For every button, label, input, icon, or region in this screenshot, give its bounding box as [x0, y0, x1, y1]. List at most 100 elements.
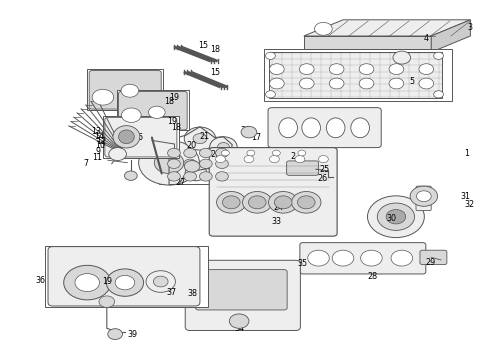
Text: 9: 9 — [96, 148, 100, 156]
Text: 36: 36 — [35, 276, 45, 284]
Circle shape — [391, 250, 413, 266]
Text: 28: 28 — [368, 272, 377, 281]
Circle shape — [295, 156, 305, 163]
FancyBboxPatch shape — [196, 270, 287, 310]
Circle shape — [434, 91, 443, 98]
Text: 29: 29 — [425, 258, 435, 266]
Circle shape — [329, 64, 344, 75]
FancyBboxPatch shape — [300, 243, 426, 274]
Circle shape — [297, 196, 315, 209]
Circle shape — [109, 148, 126, 161]
Circle shape — [299, 64, 314, 75]
Text: 19: 19 — [169, 93, 179, 102]
Polygon shape — [304, 20, 470, 36]
Circle shape — [274, 196, 292, 209]
Circle shape — [329, 78, 344, 89]
Circle shape — [106, 269, 144, 296]
Text: 22: 22 — [240, 126, 250, 135]
Circle shape — [199, 148, 212, 158]
Circle shape — [377, 203, 415, 230]
Circle shape — [308, 250, 329, 266]
Circle shape — [292, 192, 321, 213]
Circle shape — [122, 108, 141, 122]
Circle shape — [121, 84, 139, 97]
Circle shape — [184, 161, 200, 172]
Text: 19: 19 — [102, 277, 112, 286]
Circle shape — [184, 148, 196, 158]
Ellipse shape — [302, 118, 320, 138]
Text: 20: 20 — [186, 141, 196, 150]
Text: 17: 17 — [251, 133, 261, 142]
Circle shape — [361, 250, 382, 266]
FancyBboxPatch shape — [420, 250, 447, 265]
Text: 30: 30 — [386, 214, 396, 223]
Text: 38: 38 — [187, 289, 197, 298]
Circle shape — [359, 64, 374, 75]
Text: 26: 26 — [318, 174, 327, 183]
Text: 20: 20 — [211, 150, 220, 158]
Circle shape — [199, 159, 212, 168]
Circle shape — [241, 126, 257, 138]
Circle shape — [115, 275, 135, 290]
Circle shape — [218, 143, 229, 151]
Circle shape — [193, 134, 207, 144]
Circle shape — [124, 171, 137, 180]
Text: 40: 40 — [102, 300, 112, 309]
Circle shape — [393, 51, 411, 64]
Circle shape — [359, 78, 374, 89]
Circle shape — [168, 172, 180, 181]
Text: 27: 27 — [175, 178, 185, 187]
Text: 15: 15 — [198, 40, 208, 49]
Circle shape — [299, 78, 314, 89]
Circle shape — [139, 140, 199, 185]
Text: 4: 4 — [424, 34, 429, 43]
Circle shape — [75, 274, 99, 292]
FancyBboxPatch shape — [416, 186, 431, 211]
Circle shape — [154, 152, 184, 174]
Circle shape — [298, 150, 306, 156]
Ellipse shape — [113, 126, 140, 148]
Circle shape — [410, 186, 438, 206]
Circle shape — [199, 172, 212, 181]
Circle shape — [266, 91, 275, 98]
FancyBboxPatch shape — [268, 108, 381, 148]
Circle shape — [434, 52, 443, 59]
Text: 18: 18 — [172, 123, 181, 132]
Circle shape — [148, 106, 165, 118]
Text: 18: 18 — [164, 97, 174, 106]
Text: 39: 39 — [127, 330, 137, 338]
FancyBboxPatch shape — [185, 260, 300, 330]
Circle shape — [247, 150, 255, 156]
Circle shape — [216, 156, 225, 163]
FancyBboxPatch shape — [287, 161, 318, 175]
Circle shape — [222, 196, 240, 209]
Circle shape — [184, 172, 196, 181]
FancyBboxPatch shape — [209, 148, 337, 236]
Circle shape — [99, 296, 115, 307]
Text: 23: 23 — [112, 150, 122, 158]
Text: 3: 3 — [468, 23, 473, 32]
Text: 21: 21 — [200, 132, 210, 141]
Circle shape — [266, 52, 275, 59]
Text: 33: 33 — [272, 217, 282, 226]
Circle shape — [217, 192, 246, 213]
Text: 12: 12 — [97, 136, 106, 145]
Circle shape — [108, 329, 122, 339]
Circle shape — [216, 172, 228, 181]
FancyBboxPatch shape — [119, 91, 187, 130]
Polygon shape — [304, 36, 431, 52]
FancyBboxPatch shape — [48, 247, 200, 306]
Text: 24: 24 — [273, 202, 283, 211]
Circle shape — [64, 265, 111, 300]
Text: 37: 37 — [167, 288, 176, 297]
Text: 35: 35 — [298, 259, 308, 268]
Ellipse shape — [351, 118, 369, 138]
Text: 15: 15 — [211, 68, 220, 77]
Circle shape — [221, 150, 229, 156]
Text: 5: 5 — [409, 77, 414, 85]
Circle shape — [146, 271, 175, 292]
Circle shape — [184, 159, 196, 168]
Circle shape — [210, 137, 237, 157]
FancyBboxPatch shape — [117, 90, 189, 130]
FancyBboxPatch shape — [264, 49, 452, 101]
